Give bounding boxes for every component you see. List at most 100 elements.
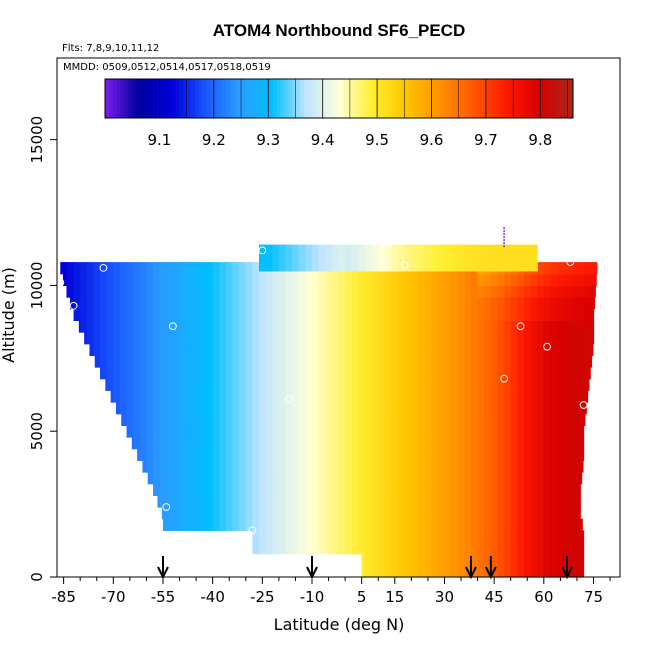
heatmap-cell — [119, 332, 128, 345]
heatmap-cell — [523, 413, 532, 426]
heatmap-cell — [232, 413, 240, 426]
colorbar-swatch — [569, 79, 574, 118]
heatmap-cell — [557, 565, 565, 578]
colorbar-swatch — [128, 79, 133, 118]
heatmap-cell — [192, 262, 200, 275]
heatmap-cell — [464, 542, 472, 555]
heatmap-cell — [583, 378, 590, 391]
heatmap-cell — [517, 308, 525, 322]
colorbar-swatch — [132, 79, 137, 118]
heatmap-cell — [378, 367, 386, 380]
heatmap-cell — [570, 530, 578, 543]
heatmap-cell — [504, 518, 512, 531]
heatmap-cell — [179, 495, 187, 508]
heatmap-cell — [424, 460, 432, 473]
heatmap-cell — [199, 308, 207, 322]
heatmap-cell — [437, 507, 446, 520]
colorbar-swatch — [167, 79, 172, 118]
heatmap-cell — [464, 507, 472, 520]
heatmap-cell — [404, 565, 412, 578]
heatmap-cell — [239, 425, 247, 438]
heatmap-cell — [351, 367, 359, 380]
heatmap-cell — [305, 285, 313, 298]
heatmap-cell — [424, 553, 432, 566]
heatmap-cell — [192, 402, 200, 415]
heatmap-cell — [537, 413, 545, 426]
heatmap-cell — [272, 437, 280, 450]
heatmap-cell — [139, 425, 148, 438]
heatmap-cell — [517, 495, 525, 508]
colorbar-swatch — [183, 79, 188, 118]
heatmap-cell — [510, 530, 518, 543]
heatmap-cell — [312, 542, 320, 555]
heatmap-cell — [252, 448, 260, 461]
heatmap-cell — [543, 262, 552, 275]
heatmap-cell — [292, 413, 300, 426]
heatmap-cell — [252, 542, 260, 555]
heatmap-cell — [351, 355, 359, 368]
heatmap-cell — [437, 355, 446, 368]
heatmap-cell — [570, 565, 578, 578]
colorbar-swatch — [401, 79, 406, 118]
heatmap-cell — [530, 518, 538, 531]
heatmap-cell — [199, 507, 207, 520]
heatmap-cell — [417, 262, 426, 272]
heatmap-cell — [278, 308, 287, 322]
heatmap-cell — [245, 507, 253, 520]
heatmap-cell — [364, 253, 373, 263]
colorbar-swatch — [179, 79, 184, 118]
colorbar-swatch — [218, 79, 223, 118]
heatmap-cell — [457, 343, 465, 356]
measurement-point — [500, 374, 509, 383]
heatmap-cell — [590, 355, 593, 368]
heatmap-cell — [398, 390, 406, 403]
heatmap-cell — [404, 390, 412, 403]
heatmap-cell — [490, 244, 499, 254]
heatmap-cell — [417, 507, 426, 520]
heatmap-cell — [312, 507, 320, 520]
heatmap-cell — [292, 390, 300, 403]
heatmap-cell — [431, 402, 439, 415]
heatmap-cell — [424, 285, 432, 298]
heatmap-cell — [557, 448, 565, 461]
heatmap-cell — [272, 530, 280, 543]
heatmap-cell — [404, 343, 412, 356]
heatmap-cell — [411, 355, 419, 368]
heatmap-cell — [298, 308, 306, 322]
heatmap-cell — [325, 472, 333, 485]
heatmap-cell — [470, 495, 479, 508]
heatmap-cell — [537, 495, 545, 508]
heatmap-cell — [404, 460, 412, 473]
heatmap-cell — [391, 320, 399, 333]
heatmap-cell — [358, 262, 366, 272]
heatmap-cell — [206, 495, 214, 508]
heatmap-cell — [259, 308, 267, 322]
heatmap-cell — [139, 308, 148, 322]
heatmap-cell — [265, 448, 273, 461]
heatmap-cell — [186, 472, 194, 485]
heatmap-cell — [126, 332, 134, 345]
heatmap-cell — [252, 530, 260, 543]
heatmap-cell — [364, 355, 373, 368]
heatmap-cell — [497, 425, 505, 438]
heatmap-cell — [523, 390, 532, 403]
heatmap-cell — [245, 297, 253, 310]
heatmap-cell — [364, 244, 373, 254]
heatmap-cell — [437, 285, 446, 298]
heatmap-cell — [192, 483, 200, 496]
heatmap-cell — [444, 507, 452, 520]
heatmap-cell — [338, 448, 346, 461]
heatmap-cell — [305, 308, 313, 322]
heatmap-cell — [484, 472, 492, 485]
heatmap-cell — [345, 343, 353, 356]
heatmap-cell — [510, 244, 518, 254]
heatmap-cell — [318, 355, 326, 368]
heatmap-cell — [94, 355, 101, 368]
heatmap-cell — [159, 367, 167, 380]
heatmap-cell — [424, 378, 432, 391]
heatmap-cell — [172, 483, 181, 496]
heatmap-cell — [278, 507, 287, 520]
heatmap-cell — [159, 297, 167, 310]
heatmap-cell — [232, 273, 240, 287]
heatmap-cell — [86, 297, 95, 310]
